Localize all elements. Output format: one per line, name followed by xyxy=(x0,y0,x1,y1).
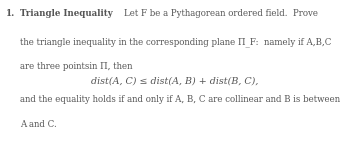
Text: are three pointsin Π, then: are three pointsin Π, then xyxy=(20,62,133,71)
Text: A and C.: A and C. xyxy=(20,120,57,129)
Text: 1.: 1. xyxy=(6,9,15,18)
Text: and the equality holds if and only if A, B, C are collinear and B is between: and the equality holds if and only if A,… xyxy=(20,95,341,104)
Text: the triangle inequality in the corresponding plane Π_F:  namely if A,B,C: the triangle inequality in the correspon… xyxy=(20,37,332,47)
Text: Triangle Inequality: Triangle Inequality xyxy=(20,9,113,18)
Text: dist(A, C) ≤ dist(A, B) + dist(B, C),: dist(A, C) ≤ dist(A, B) + dist(B, C), xyxy=(91,77,259,86)
Text: Let F be a Pythagorean ordered field.  Prove: Let F be a Pythagorean ordered field. Pr… xyxy=(124,9,318,18)
